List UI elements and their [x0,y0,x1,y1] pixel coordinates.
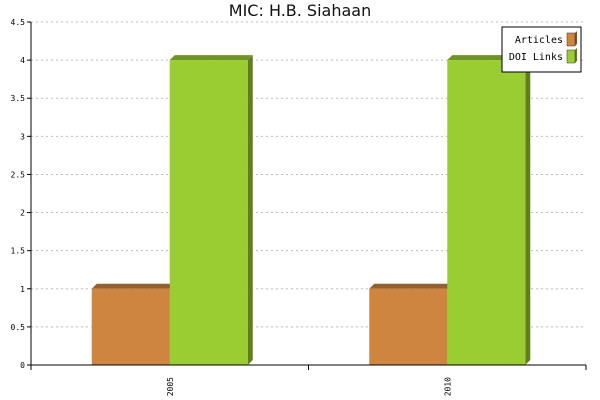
y-tick-label: 3.5 [11,94,26,103]
legend: Articles DOI Links [501,26,582,73]
bar-side [525,55,531,365]
legend-swatch [566,32,576,47]
legend-label: Articles [515,35,563,46]
chart-title: MIC: H.B. Siahaan [229,1,371,20]
y-tick-label: 3 [20,132,25,141]
y-tick-label: 1.5 [11,247,26,256]
y-tick-label: 2.5 [11,170,26,179]
bar [369,288,448,365]
bars [91,55,531,365]
x-tick-label: 2010 [443,377,452,396]
y-tick-label: 4 [20,56,25,65]
bar [91,288,170,365]
axes: 0 0.5 1 1.5 2 2.5 3 3.5 4 4.5 2005 2010 [11,18,587,396]
bar [169,60,248,365]
y-tick-label: 4.5 [11,18,26,27]
y-tick-label: 1 [20,285,25,294]
legend-swatch-side [575,48,577,63]
legend-swatch-side [575,31,577,46]
y-tick-label: 2 [20,209,25,218]
bar [447,60,526,365]
y-tick-label: 0 [20,361,25,370]
bar-top [91,283,175,289]
x-tick-label: 2005 [166,377,175,396]
bar-top [369,283,453,289]
y-tick-label: 0.5 [11,323,26,332]
legend-swatch [566,49,576,64]
legend-label: DOI Links [509,52,563,63]
bar-top [169,55,253,61]
bar-side [247,55,253,365]
